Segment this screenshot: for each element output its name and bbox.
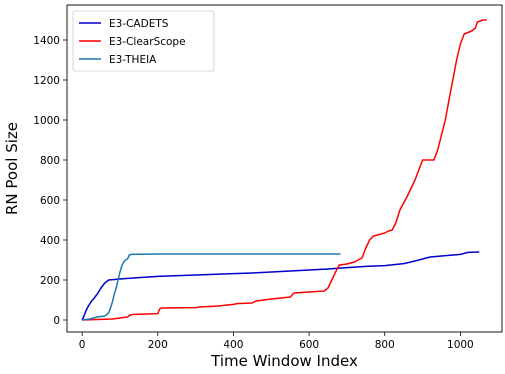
plot-area	[66, 4, 503, 333]
y-tick-label: 400	[40, 235, 60, 247]
y-tick-label: 600	[40, 195, 60, 207]
y-tick-label: 800	[40, 155, 60, 167]
x-tick-label: 600	[299, 339, 319, 351]
x-tick-label: 200	[148, 339, 168, 351]
series-line-e3-theia	[82, 253, 341, 321]
x-tick-label: 800	[375, 339, 395, 351]
x-tick-label: 400	[223, 339, 243, 351]
y-tick-label: 1200	[33, 75, 60, 87]
legend-label-e3-clearscope: E3-ClearScope	[109, 36, 186, 48]
legend-label-e3-cadets: E3-CADETS	[109, 18, 169, 30]
y-tick-label: 0	[53, 315, 60, 327]
x-tick-label: 0	[79, 339, 86, 351]
x-axis-title: Time Window Index	[210, 352, 358, 370]
x-axis: 0 200 400 600 800 1000	[79, 332, 474, 351]
y-tick-label: 1000	[33, 115, 60, 127]
y-axis-title: RN Pool Size	[3, 122, 21, 215]
plot-frame	[66, 4, 503, 333]
legend: E3-CADETS E3-ClearScope E3-THEIA	[72, 10, 215, 72]
legend-label-e3-theia: E3-THEIA	[109, 54, 157, 66]
series-line-e3-cadets	[81, 251, 480, 321]
series-line-e3-clearscope	[82, 19, 487, 321]
legend-box	[72, 10, 215, 72]
series-layer	[81, 19, 487, 321]
y-tick-label: 1400	[33, 35, 60, 47]
y-tick-label: 200	[40, 275, 60, 287]
y-axis: 0 200 400 600 800 1000 1200 1400	[33, 35, 67, 327]
x-tick-label: 1000	[447, 339, 474, 351]
